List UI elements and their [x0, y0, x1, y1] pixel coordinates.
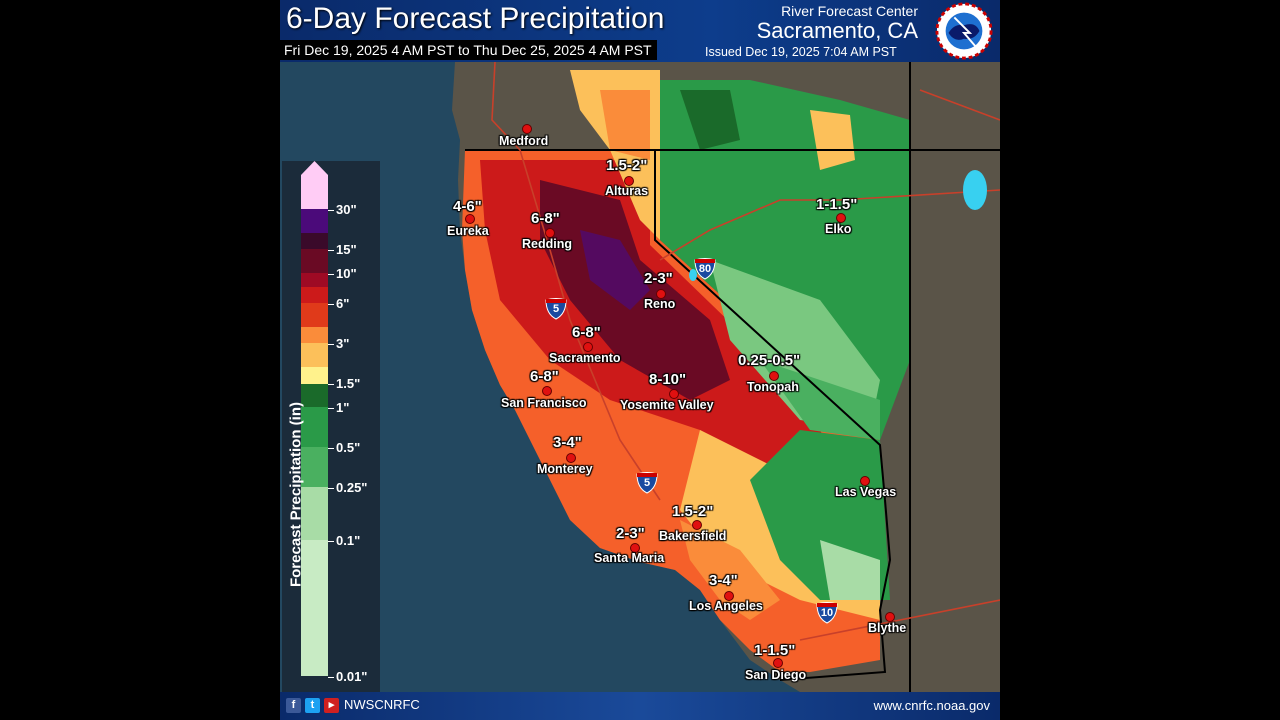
- header-banner: 6-Day Forecast Precipitation Fri Dec 19,…: [280, 0, 1000, 62]
- legend-tick: 0.01": [328, 669, 367, 684]
- city-marker-tonopah: [769, 371, 779, 381]
- legend-tick: 3": [328, 336, 349, 351]
- website-link[interactable]: www.cnrfc.noaa.gov: [873, 698, 990, 713]
- city-marker-alturas: [624, 176, 634, 186]
- interstate-5-shield-north: 5: [545, 298, 567, 320]
- city-marker-eureka: [465, 214, 475, 224]
- office-location: Sacramento, CA: [756, 18, 918, 43]
- amount-sacramento: 6-8": [572, 324, 601, 341]
- city-marker-bakersfield: [692, 520, 702, 530]
- city-marker-monterey: [566, 453, 576, 463]
- city-marker-blythe: [885, 612, 895, 622]
- city-label-yosemite: Yosemite Valley: [620, 398, 714, 412]
- amount-san-diego: 1-1.5": [754, 642, 796, 659]
- legend-tick: 6": [328, 296, 349, 311]
- amount-reno: 2-3": [644, 270, 673, 287]
- legend-tick: 30": [328, 202, 357, 217]
- amount-monterey: 3-4": [553, 434, 582, 451]
- city-label-elko: Elko: [825, 222, 852, 236]
- city-marker-redding: [545, 228, 555, 238]
- city-label-blythe: Blythe: [868, 621, 907, 635]
- footer-banner: f t ▸ NWSCNRFC www.cnrfc.noaa.gov: [280, 692, 1000, 720]
- city-marker-elko: [836, 213, 846, 223]
- city-marker-medford: [522, 124, 532, 134]
- city-label-medford: Medford: [499, 134, 549, 148]
- precipitation-legend: 30" 15" 10" 6" 3" 1.5" 1" 0.5" 0.25" 0.1…: [282, 161, 380, 692]
- amount-redding: 6-8": [531, 210, 560, 227]
- amount-yosemite: 8-10": [649, 371, 687, 388]
- amount-elko: 1-1.5": [816, 196, 858, 213]
- legend-tick: 10": [328, 266, 357, 281]
- youtube-icon[interactable]: ▸: [324, 698, 339, 713]
- interstate-10-shield: 10: [816, 602, 838, 624]
- city-label-sacramento: Sacramento: [549, 351, 621, 365]
- legend-tick: 0.1": [328, 533, 360, 548]
- city-marker-san-diego: [773, 658, 783, 668]
- city-label-alturas: Alturas: [605, 184, 649, 198]
- precipitation-map: [280, 62, 1000, 692]
- legend-tick: 1.5": [328, 376, 360, 391]
- city-marker-yosemite: [669, 389, 679, 399]
- amount-los-angeles: 3-4": [709, 572, 738, 589]
- twitter-icon[interactable]: t: [305, 698, 320, 713]
- city-marker-san-francisco: [542, 386, 552, 396]
- legend-tick: 1": [328, 400, 349, 415]
- issued-time: Issued Dec 19, 2025 7:04 AM PST: [705, 45, 897, 59]
- legend-title: Forecast Precipitation (in): [287, 401, 305, 588]
- city-marker-sacramento: [583, 342, 593, 352]
- nws-logo-icon: [935, 2, 993, 60]
- amount-santa-maria: 2-3": [616, 525, 645, 542]
- legend-tick: 15": [328, 242, 357, 257]
- social-handle[interactable]: NWSCNRFC: [344, 697, 420, 712]
- amount-san-francisco: 6-8": [530, 368, 559, 385]
- city-label-santa-maria: Santa Maria: [594, 551, 665, 565]
- city-label-san-diego: San Diego: [745, 668, 807, 682]
- page-title: 6-Day Forecast Precipitation: [286, 2, 665, 35]
- forecast-graphic: 6-Day Forecast Precipitation Fri Dec 19,…: [280, 0, 1000, 720]
- city-label-eureka: Eureka: [447, 224, 489, 238]
- city-marker-los-angeles: [724, 591, 734, 601]
- city-label-redding: Redding: [522, 237, 572, 251]
- interstate-5-shield-south: 5: [636, 472, 658, 494]
- city-label-monterey: Monterey: [537, 462, 593, 476]
- date-range: Fri Dec 19, 2025 4 AM PST to Thu Dec 25,…: [280, 40, 657, 60]
- legend-tick: 0.25": [328, 480, 367, 495]
- office-name: River Forecast Center: [781, 3, 918, 19]
- interstate-80-shield: 80: [694, 258, 716, 280]
- legend-tick: 0.5": [328, 440, 360, 455]
- city-label-las-vegas: Las Vegas: [835, 485, 897, 499]
- city-label-tonopah: Tonopah: [747, 380, 799, 394]
- city-label-los-angeles: Los Angeles: [689, 599, 763, 613]
- amount-tonopah: 0.25-0.5": [738, 352, 801, 369]
- legend-color-bar: [301, 161, 328, 691]
- city-label-bakersfield: Bakersfield: [659, 529, 727, 543]
- amount-alturas: 1.5-2": [606, 157, 648, 174]
- amount-bakersfield: 1.5-2": [672, 503, 714, 520]
- amount-eureka: 4-6": [453, 198, 482, 215]
- city-marker-las-vegas: [860, 476, 870, 486]
- city-marker-reno: [656, 289, 666, 299]
- city-marker-santa-maria: [630, 543, 640, 553]
- facebook-icon[interactable]: f: [286, 698, 301, 713]
- city-label-san-francisco: San Francisco: [501, 396, 587, 410]
- city-label-reno: Reno: [644, 297, 676, 311]
